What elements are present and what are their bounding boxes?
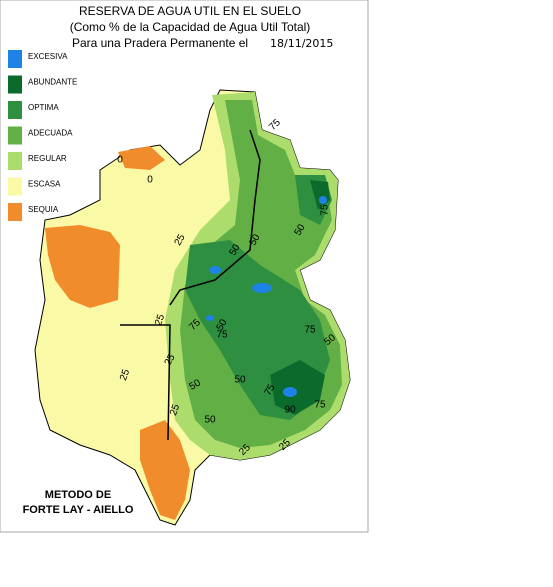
contour-label: 25 [173, 232, 188, 248]
zone-excesiva [319, 196, 327, 204]
contour-label: 50 [188, 377, 204, 392]
legend-swatch [8, 126, 22, 145]
contour-label: 50 [293, 222, 308, 238]
legend-label: ABUNDANTE [28, 78, 77, 87]
legend-swatch [8, 152, 22, 170]
legend-label: ESCASA [28, 180, 61, 189]
contour-label: 25 [153, 313, 167, 328]
contour-label: 50 [228, 242, 243, 258]
title: RESERVA DE AGUA UTIL EN EL SUELO [79, 4, 301, 18]
subtitle-2: Para una Pradera Permanente el [72, 36, 248, 50]
contour-label: 0 [117, 155, 123, 166]
legend-label: REGULAR [28, 154, 67, 163]
contour-label: 75 [320, 204, 331, 216]
contour-label: 75 [314, 400, 326, 411]
zone-sequia-west [45, 225, 120, 308]
contour-label: 50 [248, 232, 263, 248]
province-border [120, 324, 171, 441]
legend-swatch [8, 177, 22, 196]
zone-excesiva [209, 266, 221, 274]
legend-swatch [8, 50, 22, 68]
legend-label: EXCESIVA [28, 52, 68, 61]
zone-excesiva [283, 387, 297, 397]
contour-label: 50 [204, 415, 216, 426]
legend-label: ADECUADA [28, 129, 73, 138]
method-line-2: FORTE LAY - AIELLO [23, 504, 134, 516]
zone-excesiva [206, 315, 214, 321]
legend-label: OPTIMA [28, 103, 59, 112]
contour-label: 75 [304, 325, 316, 336]
contour-label: 25 [163, 352, 178, 368]
contour-label: 75 [216, 330, 228, 341]
zone-sequia-north [118, 146, 165, 170]
legend-swatch [8, 101, 22, 119]
legend-swatch [8, 203, 22, 221]
zone-sequia-south [140, 420, 190, 520]
contour-label: 25 [118, 368, 132, 383]
legend-label: SEQUIA [28, 205, 59, 214]
contour-label: 0 [147, 175, 153, 186]
zone-abundante [270, 360, 325, 415]
contour-label: 25 [168, 403, 182, 418]
date: 18/11/2015 [270, 37, 333, 50]
contour-label: 50 [234, 375, 246, 386]
province-border [169, 129, 261, 306]
subtitle: (Como % de la Capacidad de Agua Util Tot… [70, 20, 311, 34]
legend-swatch [8, 75, 22, 94]
method-line-1: METODO DE [45, 489, 111, 501]
frame [0, 0, 369, 533]
map [34, 89, 351, 526]
contour-label: 50 [215, 317, 230, 333]
contour-label: 75 [263, 382, 278, 398]
contour-label: 90 [284, 405, 296, 416]
zone-excesiva [252, 283, 272, 293]
